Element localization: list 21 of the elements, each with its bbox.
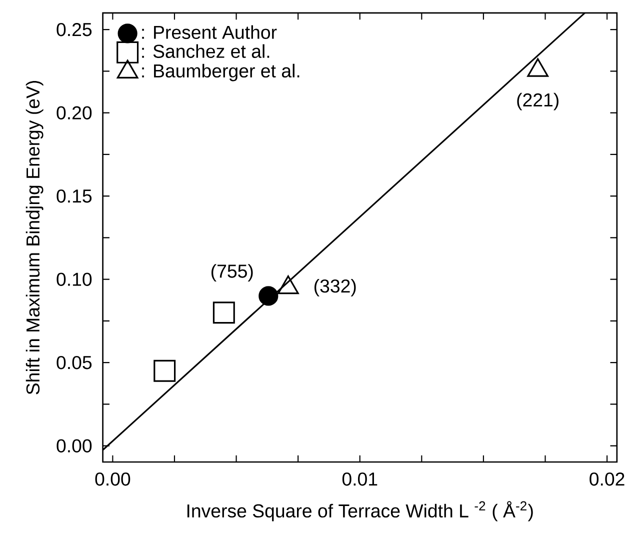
- y-axis-title: Shift in Maximum Bindjng Energy (eV): [26, 80, 44, 394]
- y-tick-label: 0.00: [56, 439, 92, 452]
- x-tick-label: 0.01: [342, 472, 378, 486]
- legend-label: : Present Author: [142, 25, 277, 39]
- point: [527, 58, 549, 77]
- y-tick-label: 0.20: [56, 106, 92, 120]
- point: [212, 302, 235, 324]
- annotation: (221): [517, 92, 558, 110]
- x-tick-label: 0.02: [590, 472, 624, 486]
- y-tick-label: 0.05: [56, 356, 92, 370]
- x-axis-title: Inverse Square of Terrace Width L $^{-2}$ ( Å$^{-2}$): [187, 501, 533, 522]
- legend-label: : Baumberger et al.: [142, 64, 300, 82]
- legend-label: : Sanchez et al.: [142, 44, 270, 58]
- x-tick-label: 0.00: [95, 472, 130, 486]
- annotation: (755): [212, 264, 253, 282]
- y-tick-label: 0.25: [56, 22, 92, 36]
- point: [258, 286, 278, 306]
- point: [154, 360, 176, 382]
- y-tick-label: 0.10: [56, 272, 92, 286]
- y-tick-label: 0.15: [56, 189, 92, 203]
- annotation: (332): [314, 278, 356, 296]
